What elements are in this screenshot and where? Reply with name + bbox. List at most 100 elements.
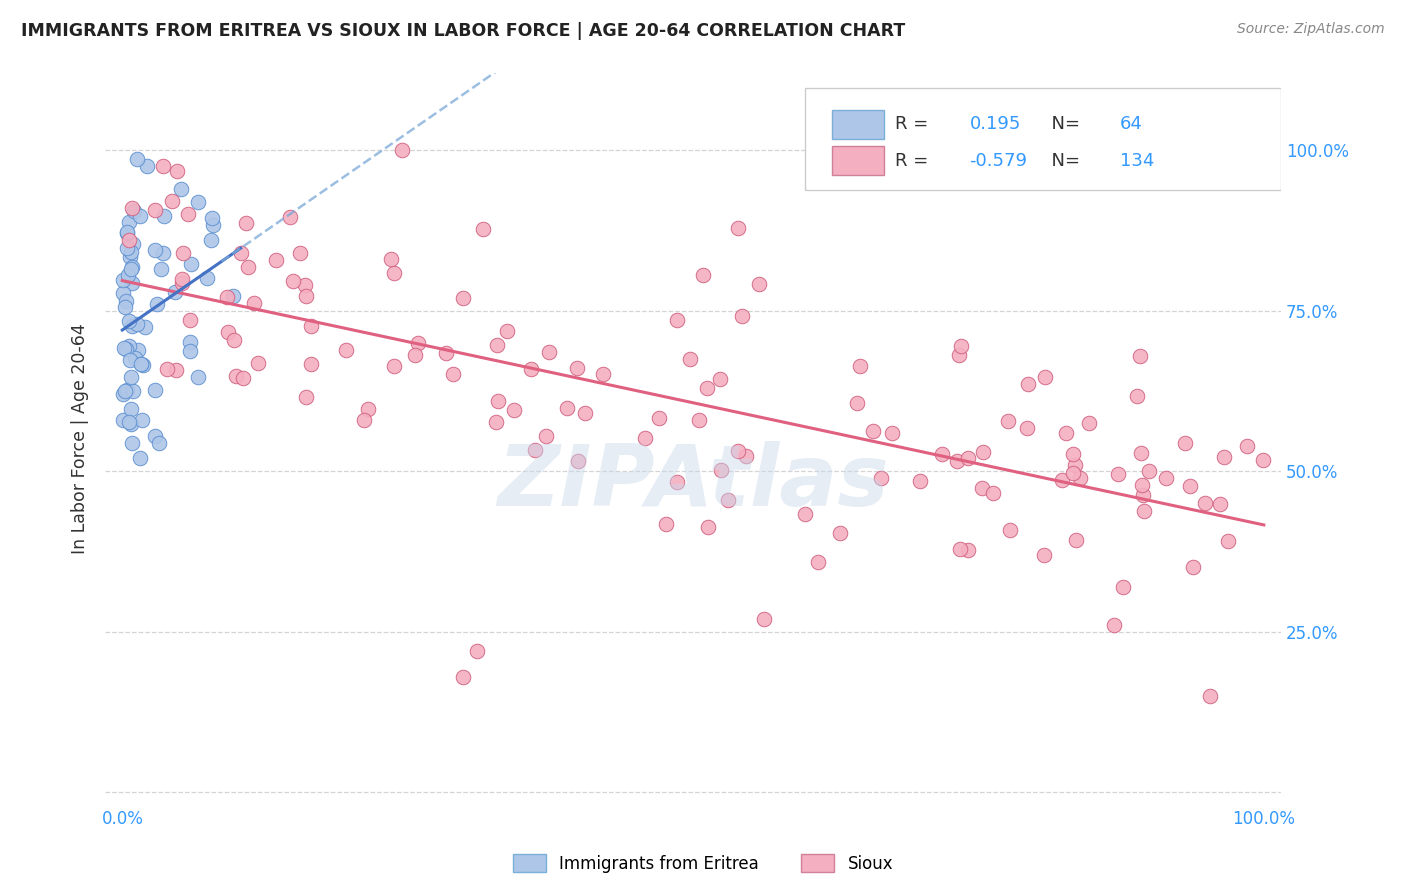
Point: [122, 384, 145, 398]
Point: [451, 291, 474, 305]
Point: [880, 426, 903, 441]
Point: [716, 493, 738, 508]
Point: [1054, 425, 1077, 440]
Point: [121, 260, 143, 275]
Point: [129, 357, 152, 371]
Text: R =: R =: [896, 152, 935, 169]
FancyBboxPatch shape: [804, 87, 1281, 190]
Point: [217, 326, 239, 340]
Point: [152, 245, 174, 260]
Point: [117, 242, 139, 256]
Text: IMMIGRANTS FROM ERITREA VS SIOUX IN LABOR FORCE | AGE 20-64 CORRELATION CHART: IMMIGRANTS FROM ERITREA VS SIOUX IN LABO…: [21, 22, 905, 40]
Legend: Immigrants from Eritrea, Sioux: Immigrants from Eritrea, Sioux: [506, 847, 900, 880]
Point: [485, 338, 508, 352]
Point: [195, 271, 218, 285]
Point: [115, 225, 138, 239]
Point: [846, 396, 869, 410]
Point: [1062, 447, 1084, 461]
Point: [1137, 464, 1160, 478]
Point: [143, 384, 166, 398]
Point: [179, 344, 201, 359]
Point: [1000, 523, 1022, 537]
Point: [688, 413, 710, 427]
Point: [112, 341, 135, 355]
Point: [1194, 496, 1216, 510]
Point: [122, 204, 145, 219]
Point: [1178, 479, 1201, 493]
Point: [1130, 477, 1153, 491]
Text: 64: 64: [1121, 115, 1143, 133]
Point: [997, 414, 1019, 428]
Point: [295, 391, 318, 405]
Point: [666, 475, 689, 489]
Point: [502, 403, 524, 417]
Point: [335, 343, 357, 357]
Point: [129, 451, 152, 466]
Text: N=: N=: [1040, 115, 1085, 133]
Point: [1251, 453, 1274, 467]
Point: [160, 194, 183, 208]
Point: [972, 481, 994, 495]
Point: [983, 486, 1005, 500]
Point: [148, 436, 170, 450]
Point: [948, 348, 970, 362]
Point: [849, 359, 872, 374]
Point: [870, 471, 893, 485]
Point: [406, 336, 429, 351]
Point: [301, 318, 323, 333]
Point: [696, 381, 718, 395]
Point: [747, 277, 769, 291]
Point: [232, 371, 254, 385]
Point: [170, 272, 193, 286]
Point: [465, 644, 488, 658]
Point: [131, 413, 153, 427]
Point: [752, 612, 775, 626]
Point: [120, 250, 142, 264]
Point: [697, 520, 720, 534]
Point: [121, 202, 143, 216]
Point: [288, 246, 311, 260]
Point: [972, 444, 994, 458]
Point: [120, 401, 142, 416]
Point: [236, 260, 259, 274]
Point: [404, 348, 426, 362]
Point: [727, 443, 749, 458]
Point: [472, 221, 495, 235]
Point: [179, 334, 201, 349]
Point: [567, 454, 589, 468]
Point: [830, 525, 852, 540]
Point: [222, 289, 245, 303]
Point: [1107, 467, 1129, 481]
Point: [229, 246, 252, 260]
Point: [131, 357, 153, 371]
Point: [134, 320, 156, 334]
Point: [280, 211, 302, 225]
Point: [520, 361, 543, 376]
Point: [143, 202, 166, 217]
Point: [120, 417, 142, 431]
Point: [734, 449, 756, 463]
Point: [679, 352, 702, 367]
Point: [956, 450, 979, 465]
Point: [956, 542, 979, 557]
Point: [118, 314, 141, 328]
Point: [647, 411, 669, 425]
Point: [1154, 471, 1177, 485]
Point: [1017, 420, 1039, 434]
Point: [1033, 548, 1056, 562]
Point: [441, 367, 464, 381]
Point: [112, 413, 135, 427]
Point: [187, 194, 209, 209]
Point: [118, 233, 141, 247]
Point: [391, 143, 413, 157]
Point: [187, 370, 209, 384]
Text: Source: ZipAtlas.com: Source: ZipAtlas.com: [1237, 22, 1385, 37]
Point: [145, 297, 167, 311]
Point: [120, 261, 142, 276]
Point: [731, 309, 754, 323]
Text: N=: N=: [1040, 152, 1085, 169]
Point: [121, 436, 143, 450]
Point: [1104, 618, 1126, 632]
Point: [121, 276, 143, 290]
Point: [112, 387, 135, 401]
